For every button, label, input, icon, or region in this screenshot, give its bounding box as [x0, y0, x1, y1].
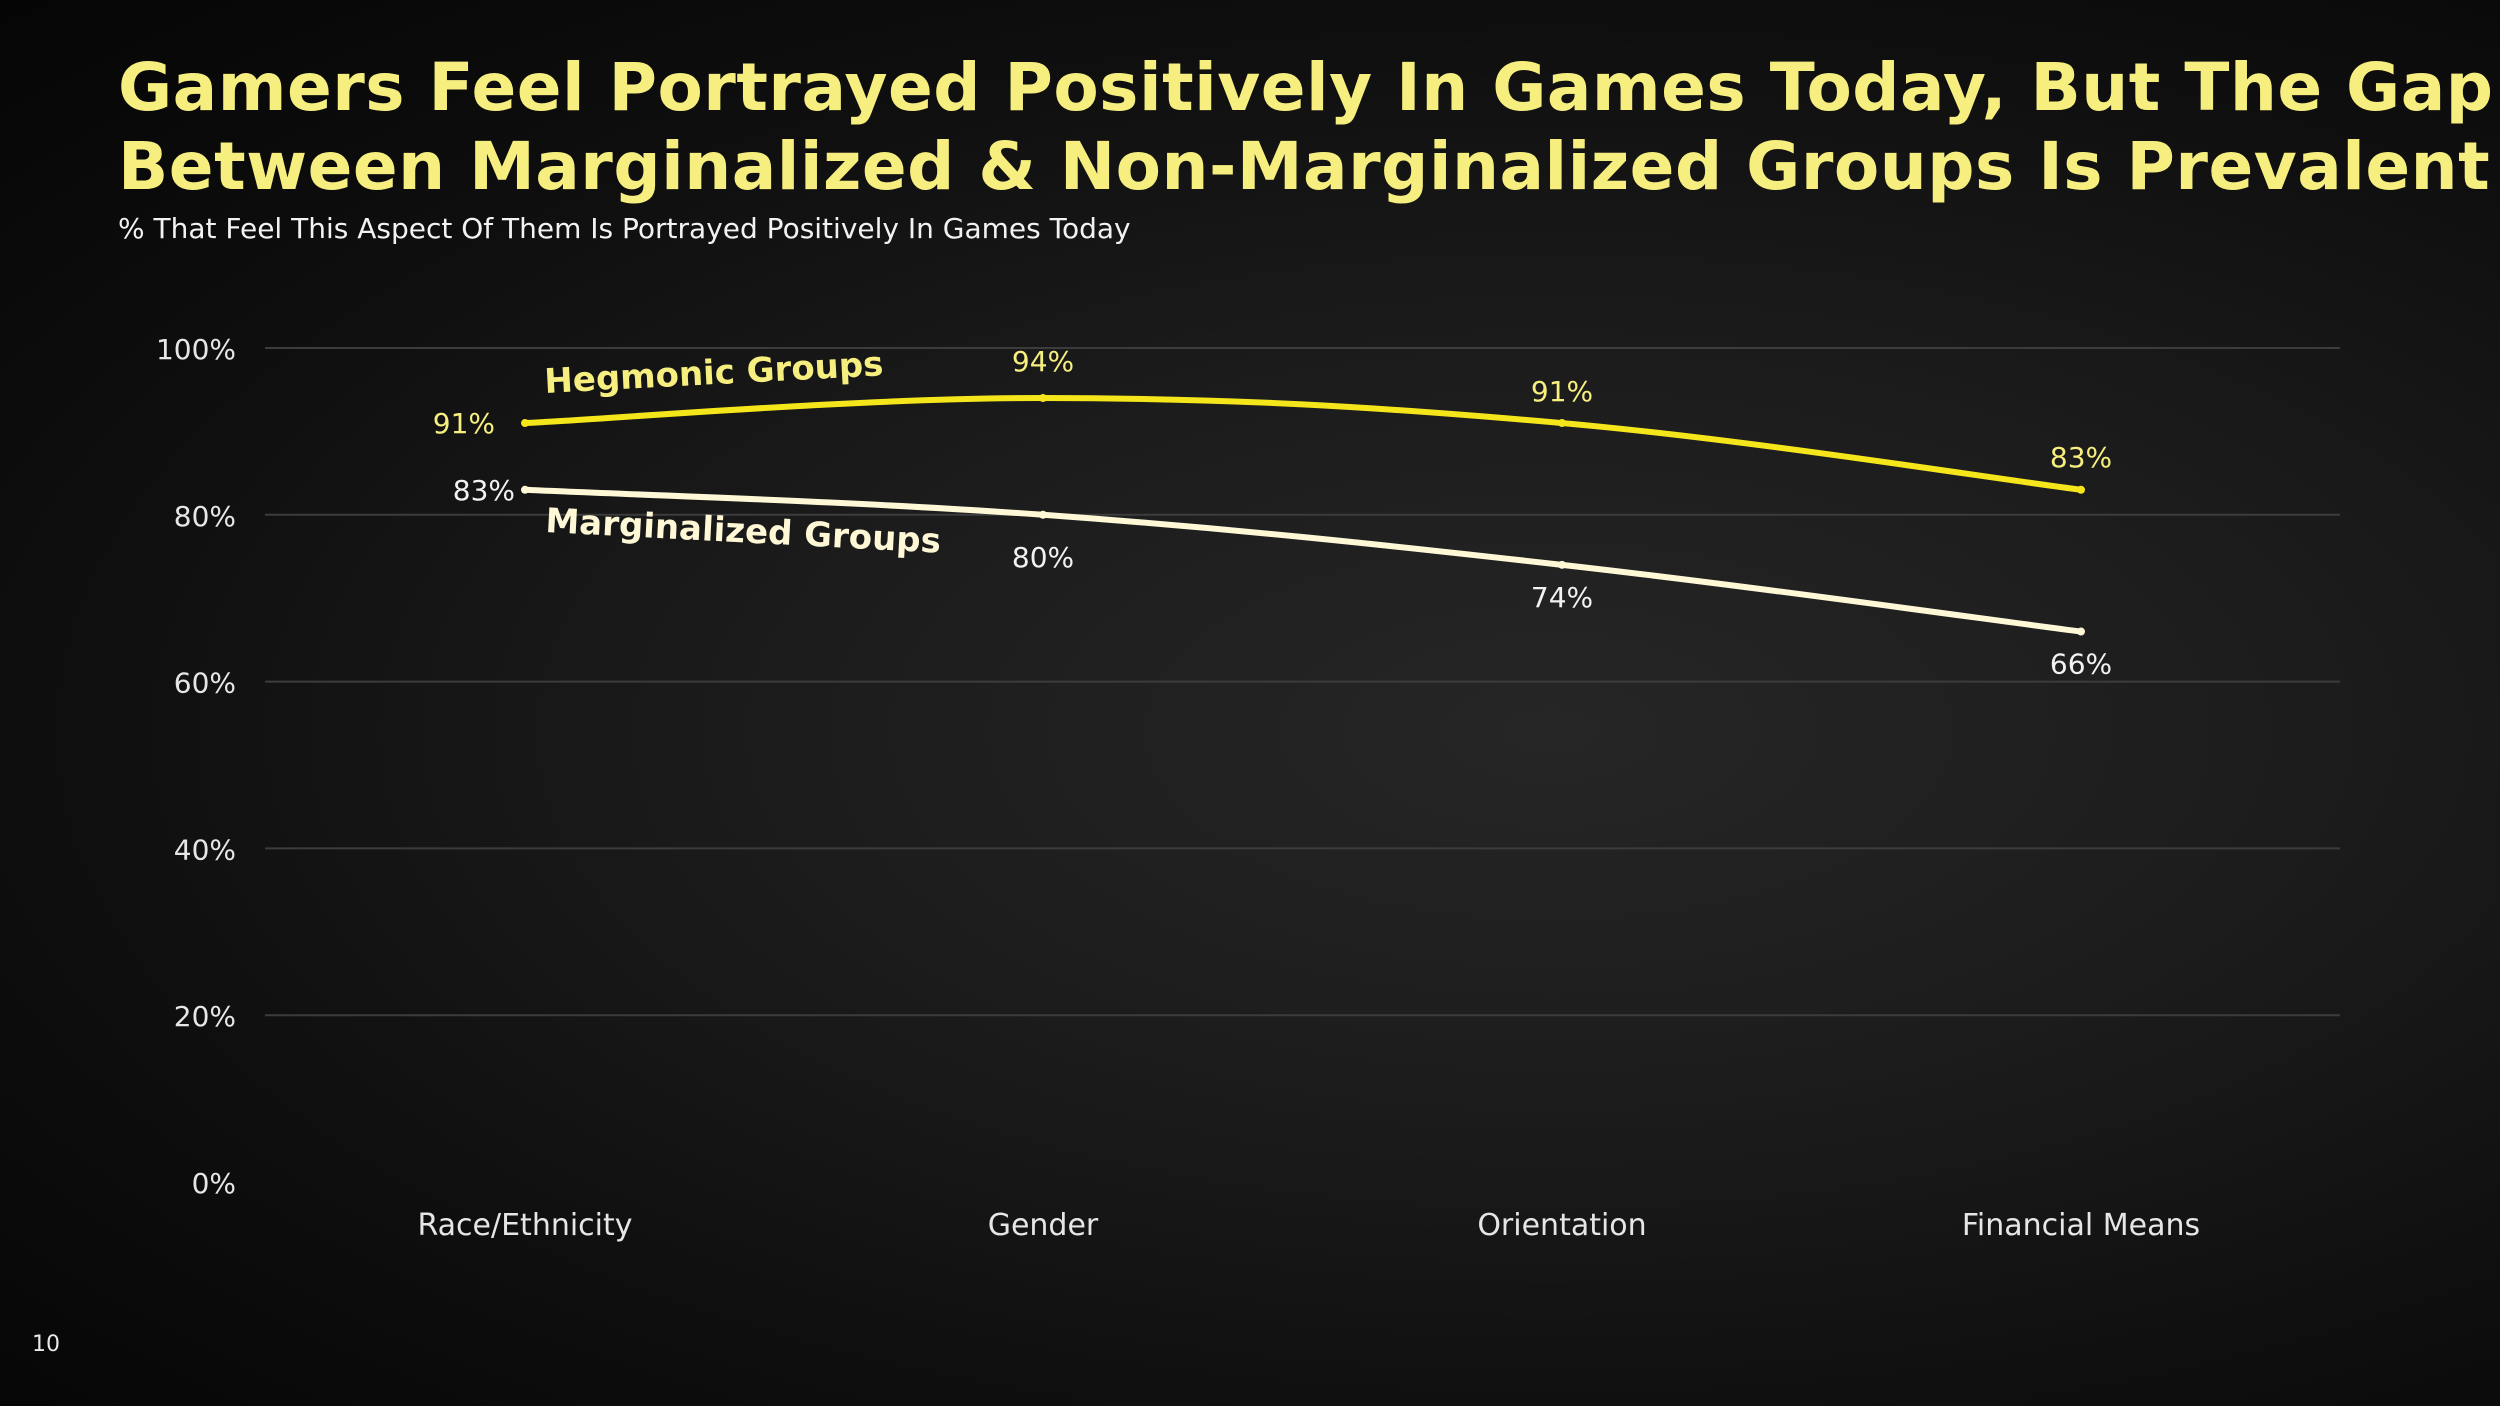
x-axis-ticks: Race/Ethnicity Gender Orientation Financial…: [417, 1208, 2200, 1243]
data-label-hegemonic: 91%: [433, 407, 495, 440]
y-axis-ticks: 0% 20% 40% 60% 80% 100%: [156, 333, 236, 1200]
series-lines: [521, 394, 2085, 636]
series-label-marginalized: Marginalized Groups: [545, 501, 942, 562]
slide-title-line-1: Gamers Feel Portrayed Positively In Game…: [118, 49, 2494, 126]
data-point-hegemonic: [521, 419, 529, 428]
data-point-hegemonic: [1039, 394, 1047, 403]
data-label-marginalized: 80%: [1012, 541, 1074, 574]
x-tick-label: Orientation: [1477, 1208, 1646, 1243]
data-label-marginalized: 66%: [2050, 648, 2112, 681]
y-tick-label: 80%: [174, 500, 236, 533]
slide-subtitle: % That Feel This Aspect Of Them Is Portr…: [118, 212, 1131, 245]
data-label-hegemonic: 83%: [2050, 441, 2112, 474]
x-tick-label: Financial Means: [1962, 1208, 2200, 1243]
page-number: 10: [32, 1332, 60, 1357]
data-point-hegemonic: [1558, 419, 1566, 428]
data-label-hegemonic: 94%: [1012, 345, 1074, 378]
data-label-hegemonic: 91%: [1531, 375, 1593, 408]
data-point-marginalized: [1558, 560, 1566, 569]
data-point-marginalized: [521, 485, 529, 494]
series-line-hegemonic: [522, 395, 2084, 493]
series-line-marginalized: [522, 486, 2084, 635]
gridlines: [265, 347, 2340, 1017]
y-tick-label: 60%: [174, 667, 236, 700]
slide-title: Gamers Feel Portrayed Positively In Game…: [118, 48, 2494, 206]
series-label-hegemonic: Hegmonic Groups: [543, 344, 884, 402]
y-tick-label: 100%: [156, 333, 236, 366]
x-tick-label: Gender: [988, 1208, 1099, 1243]
data-label-marginalized: 83%: [453, 474, 515, 507]
data-point-marginalized: [1039, 510, 1047, 519]
y-tick-label: 20%: [174, 1000, 236, 1033]
data-point-marginalized: [2077, 627, 2085, 636]
slide-title-line-2: Between Marginalized & Non-Marginalized …: [118, 128, 2491, 205]
data-labels: 91% 94% 91% 83% 83% 80% 74% 66%: [433, 345, 2112, 681]
data-label-marginalized: 74%: [1531, 581, 1593, 614]
data-point-hegemonic: [2077, 485, 2085, 494]
y-tick-label: 40%: [174, 833, 236, 866]
y-tick-label: 0%: [192, 1167, 236, 1200]
x-tick-label: Race/Ethnicity: [417, 1208, 632, 1243]
series-labels: Hegmonic Groups Marginalized Groups: [543, 344, 942, 561]
